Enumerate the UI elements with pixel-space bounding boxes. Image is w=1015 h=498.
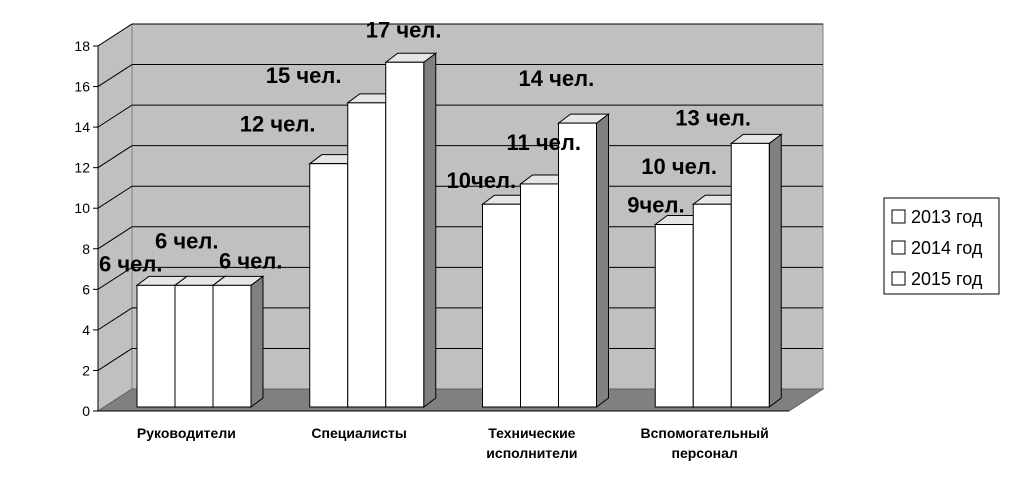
- data-label: 6 чел.: [155, 228, 218, 253]
- bar-side: [768, 133, 782, 408]
- legend-entry: 2014 год: [911, 238, 983, 258]
- y-tick-label: 6: [82, 281, 90, 297]
- bar: [692, 203, 732, 408]
- bar: [212, 284, 252, 408]
- data-label: 12 чел.: [240, 112, 316, 137]
- y-tick-label: 12: [74, 160, 90, 176]
- category-label: Вспомогательный: [641, 425, 769, 441]
- gridline-side: [97, 266, 133, 290]
- data-label: 17 чел.: [366, 17, 442, 42]
- category-label: исполнители: [486, 445, 577, 461]
- gridline-side: [97, 348, 133, 371]
- y-tick-label: 16: [74, 79, 90, 95]
- y-tick-label: 10: [74, 200, 90, 216]
- category-label: Технические: [488, 425, 575, 441]
- data-label: 11 чел.: [507, 130, 581, 155]
- bar: [174, 284, 214, 408]
- legend-swatch: [891, 209, 906, 224]
- data-label: 6 чел.: [219, 248, 282, 273]
- bar: [654, 224, 694, 408]
- data-label: 9чел.: [627, 193, 684, 218]
- gridline-side: [97, 64, 133, 87]
- data-label: 15 чел.: [266, 63, 342, 88]
- legend-swatch: [891, 240, 906, 255]
- side-wall: [97, 23, 133, 412]
- legend-swatch: [891, 271, 906, 286]
- data-label: 10чел.: [447, 168, 517, 193]
- y-tick-label: 2: [82, 362, 90, 378]
- category-label: Руководители: [137, 425, 236, 441]
- category-label: Специалисты: [311, 425, 406, 441]
- bar: [136, 284, 176, 408]
- bar-side: [250, 275, 264, 408]
- bar-side: [423, 52, 437, 408]
- bar-side: [596, 113, 609, 408]
- gridline-side: [97, 104, 133, 128]
- y-tick-label: 14: [74, 119, 90, 135]
- gridline-side: [97, 307, 133, 331]
- gridline-side: [97, 23, 133, 47]
- legend-entry: 2013 год: [911, 207, 983, 227]
- gridline-side: [97, 185, 133, 209]
- bar: [558, 122, 597, 408]
- bar: [520, 183, 559, 408]
- bar: [385, 61, 425, 408]
- category-label: персонал: [671, 445, 737, 461]
- y-tick-label: 18: [74, 38, 90, 54]
- bar: [482, 203, 521, 408]
- data-label: 6 чел.: [99, 251, 162, 276]
- y-tick-label: 8: [82, 241, 90, 257]
- data-label: 10 чел.: [641, 154, 717, 179]
- data-label: 14 чел.: [519, 66, 595, 91]
- legend-entry: 2015 год: [911, 269, 983, 289]
- gridline-side: [97, 226, 133, 250]
- bar: [347, 102, 387, 408]
- bar: [309, 163, 349, 408]
- y-tick-label: 4: [82, 322, 90, 338]
- gridline-side: [97, 145, 133, 169]
- y-tick-label: 0: [82, 403, 90, 419]
- data-label: 13 чел.: [675, 105, 751, 130]
- bar: [730, 142, 770, 408]
